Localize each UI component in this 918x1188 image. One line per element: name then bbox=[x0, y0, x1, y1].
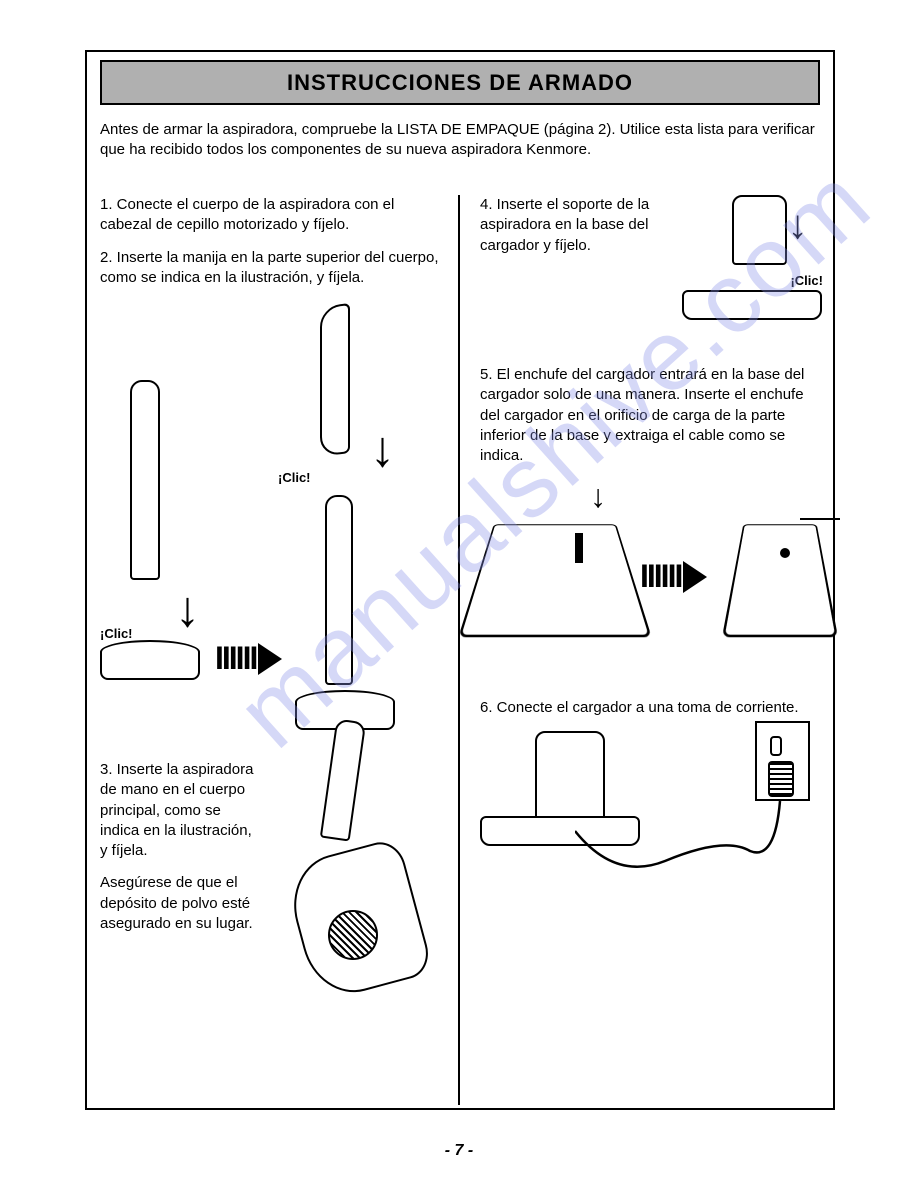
step-1-text: 1. Conecte el cuerpo de la aspiradora co… bbox=[100, 195, 440, 236]
power-cord bbox=[575, 791, 785, 891]
intro-paragraph: Antes de armar la aspiradora, compruebe … bbox=[100, 120, 820, 161]
down-arrow-icon: ↓ bbox=[787, 203, 807, 248]
step-3-note: Asegúrese de que el depósito de polvo es… bbox=[100, 873, 260, 934]
step-5-text: 5. El enchufe del cargador entrará en la… bbox=[480, 365, 820, 466]
step-6-text: 6. Conecte el cargador a una toma de cor… bbox=[480, 698, 820, 718]
page-title: INSTRUCCIONES DE ARMADO bbox=[287, 70, 633, 96]
step-3-text: 3. Inserte la aspiradora de mano en el c… bbox=[100, 760, 260, 861]
down-arrow-icon: ↓ bbox=[590, 478, 606, 515]
step-2-text: 2. Inserte la manija en la parte superio… bbox=[100, 248, 440, 289]
clic-label: ¡Clic! bbox=[790, 273, 823, 288]
step-4-diagram: ↓ ¡Clic! bbox=[682, 195, 820, 325]
left-column: 1. Conecte el cuerpo de la aspiradora co… bbox=[100, 195, 440, 1010]
down-arrow-icon: ↓ bbox=[175, 580, 200, 638]
clic-label: ¡Clic! bbox=[278, 470, 311, 485]
step-1-2-diagram: ¡Clic! ↓ IIIIII ¡Clic! ↓ bbox=[100, 300, 440, 730]
header-box: INSTRUCCIONES DE ARMADO bbox=[100, 60, 820, 105]
progression-arrow-icon: IIIIII bbox=[640, 558, 707, 595]
step-3-diagram bbox=[268, 760, 438, 1010]
column-divider bbox=[458, 195, 460, 1105]
right-column: 4. Inserte el soporte de la aspiradora e… bbox=[480, 195, 820, 911]
clic-label: ¡Clic! bbox=[100, 626, 133, 641]
page-number: - 7 - bbox=[0, 1142, 918, 1160]
progression-arrow-icon: IIIIII bbox=[215, 640, 282, 677]
step-5-diagram: ↓ IIIIII bbox=[480, 478, 820, 668]
down-arrow-icon: ↓ bbox=[370, 420, 395, 478]
step-6-diagram bbox=[480, 731, 820, 911]
step-4-text: 4. Inserte el soporte de la aspiradora e… bbox=[480, 195, 676, 313]
